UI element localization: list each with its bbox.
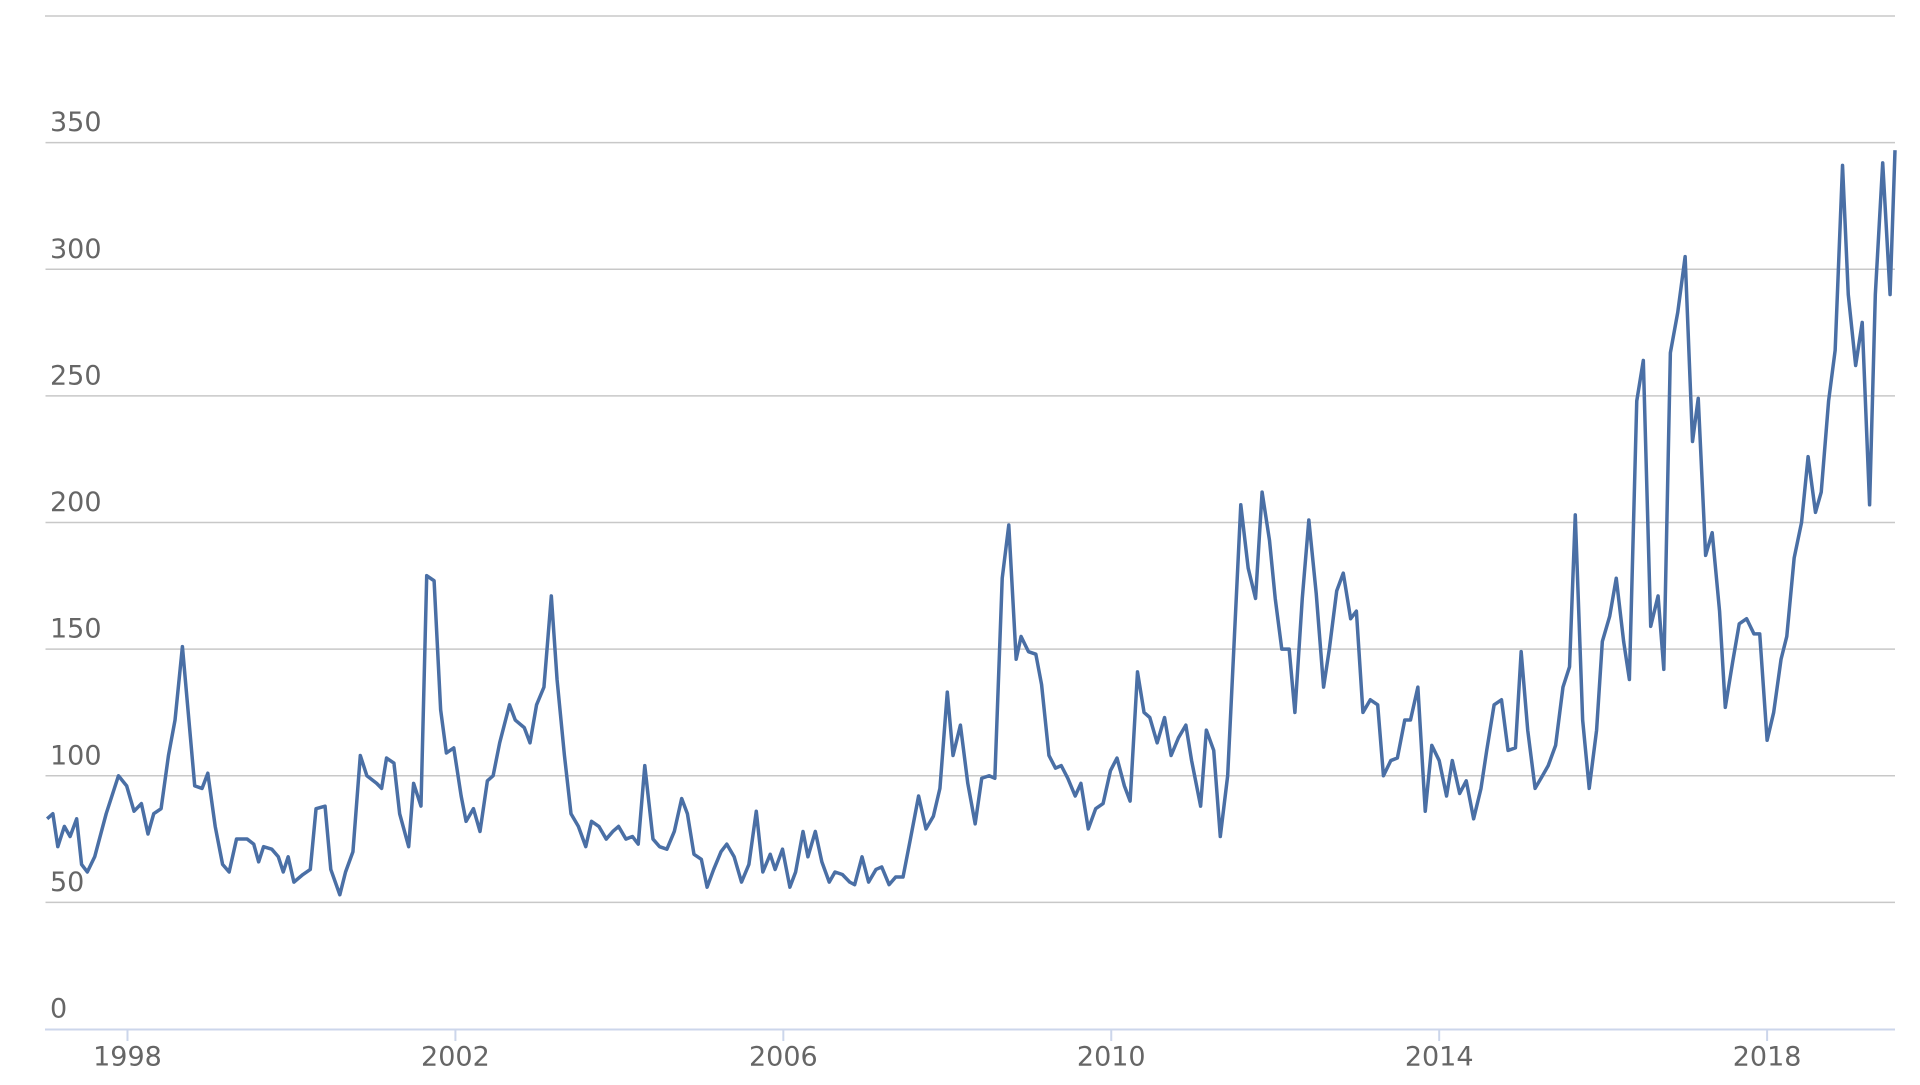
x-tick-label: 2010 [1077, 1042, 1146, 1073]
y-tick-label: 350 [50, 107, 102, 138]
y-tick-label: 100 [50, 740, 102, 771]
y-tick-label: 250 [50, 360, 102, 391]
y-tick-label: 50 [50, 867, 84, 898]
x-tick-label: 2018 [1733, 1042, 1802, 1073]
x-tick-label: 2002 [421, 1042, 490, 1073]
y-tick-label: 0 [50, 994, 67, 1025]
x-tick-label: 2014 [1405, 1042, 1474, 1073]
x-tick-label: 2006 [749, 1042, 818, 1073]
y-tick-label: 300 [50, 234, 102, 265]
data-line [45, 150, 1897, 897]
y-tick-label: 150 [50, 614, 102, 645]
x-tick-label: 1998 [93, 1042, 162, 1073]
y-tick-label: 200 [50, 487, 102, 518]
